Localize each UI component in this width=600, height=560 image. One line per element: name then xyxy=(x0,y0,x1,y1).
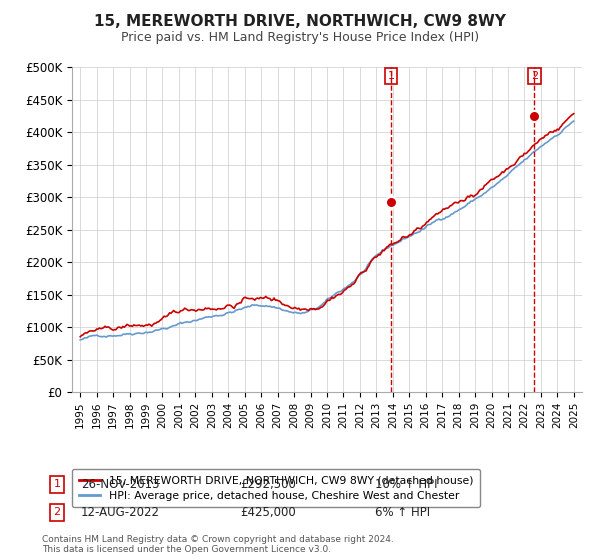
Text: £425,000: £425,000 xyxy=(240,506,296,519)
Text: 10% ↑ HPI: 10% ↑ HPI xyxy=(375,478,437,491)
Text: 2: 2 xyxy=(53,507,61,517)
Text: 2: 2 xyxy=(531,71,538,81)
Text: £292,500: £292,500 xyxy=(240,478,296,491)
Text: 1: 1 xyxy=(388,71,395,81)
Text: 6% ↑ HPI: 6% ↑ HPI xyxy=(375,506,430,519)
Text: Contains HM Land Registry data © Crown copyright and database right 2024.
This d: Contains HM Land Registry data © Crown c… xyxy=(42,535,394,554)
Text: 12-AUG-2022: 12-AUG-2022 xyxy=(81,506,160,519)
Text: 1: 1 xyxy=(53,479,61,489)
Text: 15, MEREWORTH DRIVE, NORTHWICH, CW9 8WY: 15, MEREWORTH DRIVE, NORTHWICH, CW9 8WY xyxy=(94,14,506,29)
Text: 26-NOV-2013: 26-NOV-2013 xyxy=(81,478,160,491)
Text: Price paid vs. HM Land Registry's House Price Index (HPI): Price paid vs. HM Land Registry's House … xyxy=(121,31,479,44)
Legend: 15, MEREWORTH DRIVE, NORTHWICH, CW9 8WY (detached house), HPI: Average price, de: 15, MEREWORTH DRIVE, NORTHWICH, CW9 8WY … xyxy=(73,469,480,507)
